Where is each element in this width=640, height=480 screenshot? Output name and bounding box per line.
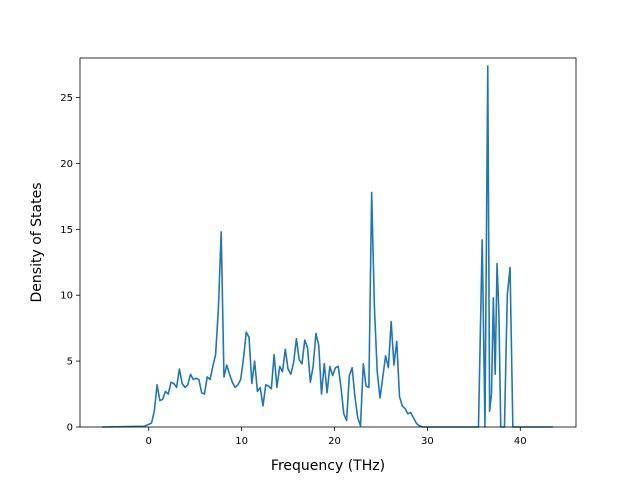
axes-frame [79,57,577,428]
x-tick-label: 30 [421,436,434,447]
x-tick-label: 10 [235,436,248,447]
y-tick-label: 15 [60,225,73,236]
y-tick-label: 20 [60,159,73,170]
x-tick-label: 20 [328,436,341,447]
y-tick-label: 0 [67,423,73,434]
x-axis-ticks: 0 10 20 30 40 [146,427,527,447]
y-tick-label: 10 [60,291,73,302]
y-tick-label: 25 [60,93,73,104]
x-tick-label: 40 [514,436,527,447]
x-axis-label: Frequency (THz) [271,458,385,474]
x-tick-label: 0 [146,436,152,447]
y-axis-ticks: 0 5 10 15 20 25 [60,93,80,434]
y-axis-label: Density of States [29,183,45,303]
y-tick-label: 5 [67,357,73,368]
